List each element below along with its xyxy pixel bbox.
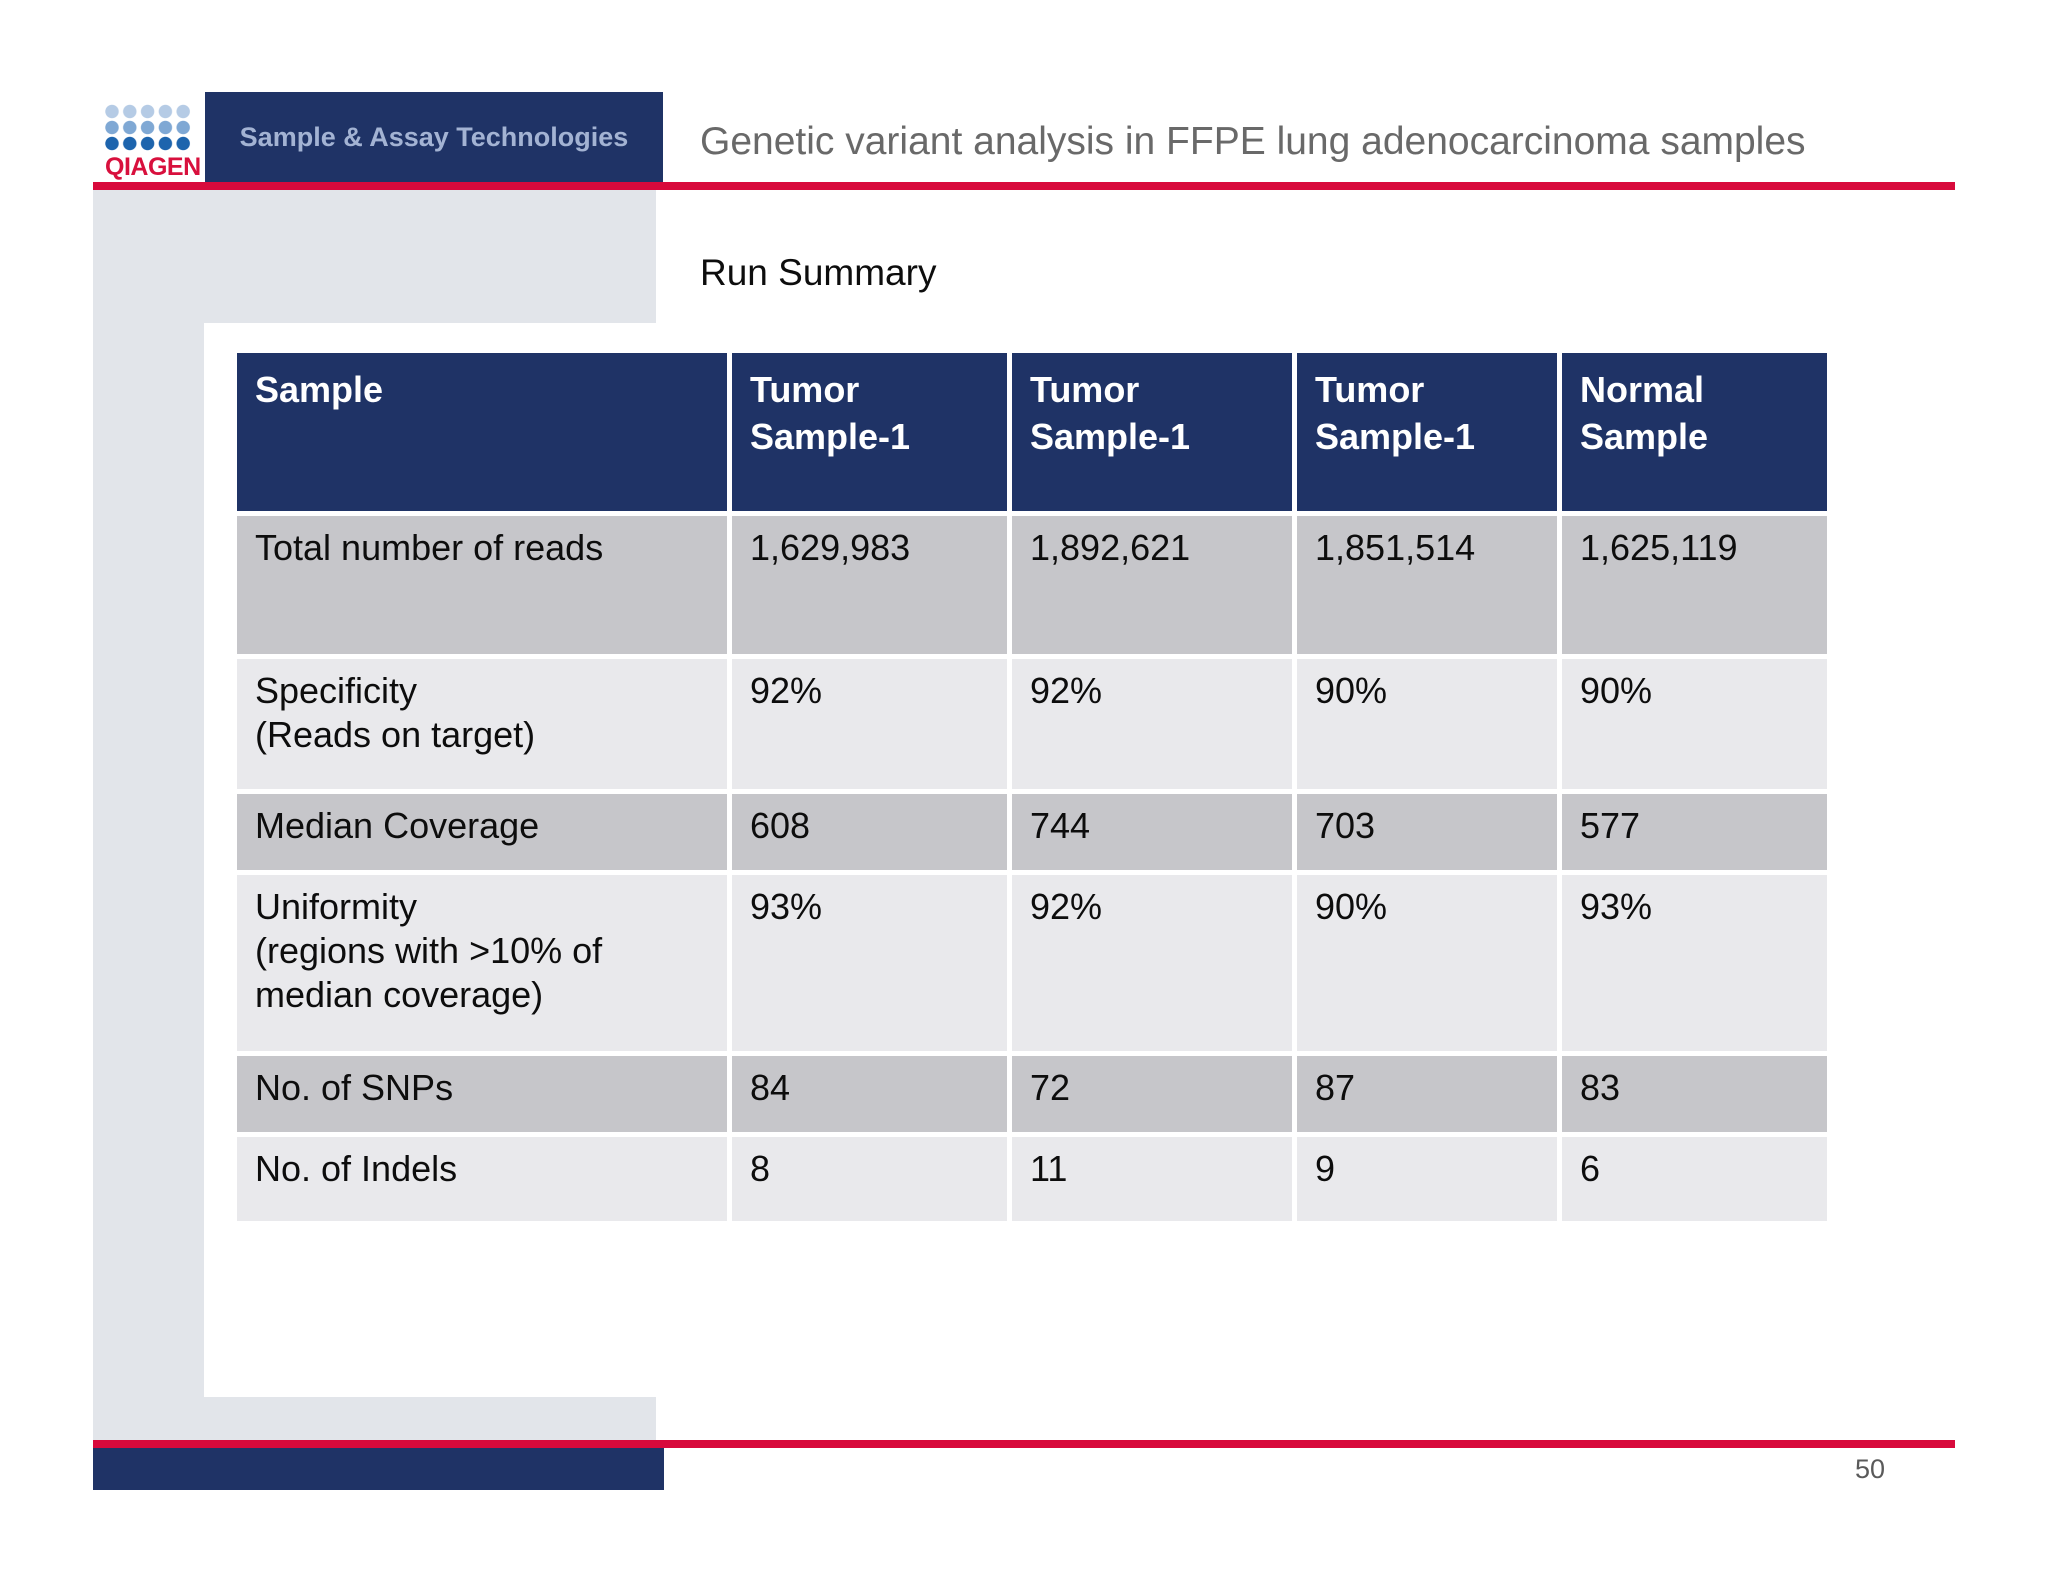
row-label: No. of SNPs <box>237 1056 727 1132</box>
page-number: 50 <box>1855 1454 1886 1484</box>
logo-dot-row-icon <box>105 104 193 119</box>
table-row-median-coverage: Median Coverage 608 744 703 577 <box>237 794 1827 870</box>
cell-value: 84 <box>732 1056 1007 1132</box>
cell-value: 72 <box>1012 1056 1292 1132</box>
cell-value: 92% <box>1012 875 1292 1051</box>
logo-dot-row-icon <box>105 120 193 135</box>
column-header-normal-sample: Normal Sample <box>1562 353 1827 511</box>
footer-rule <box>93 1440 1955 1448</box>
cell-value: 92% <box>732 659 1007 789</box>
row-label: Median Coverage <box>237 794 727 870</box>
cell-value: 11 <box>1012 1137 1292 1221</box>
column-header-sample: Sample <box>237 353 727 511</box>
cell-value: 90% <box>1562 659 1827 789</box>
cell-value: 703 <box>1297 794 1557 870</box>
footer-navy-bar <box>93 1448 664 1490</box>
column-header-tumor-sample-1c: Tumor Sample-1 <box>1297 353 1557 511</box>
column-header-tumor-sample-1a: Tumor Sample-1 <box>732 353 1007 511</box>
table-row-uniformity: Uniformity (regions with >10% of median … <box>237 875 1827 1051</box>
header-rule <box>93 182 1955 190</box>
cell-value: 744 <box>1012 794 1292 870</box>
cell-value: 608 <box>732 794 1007 870</box>
table-row-indels: No. of Indels 8 11 9 6 <box>237 1137 1827 1221</box>
run-summary-table: Sample Tumor Sample-1 Tumor Sample-1 Tum… <box>232 348 1832 1226</box>
logo-wordmark: QIAGEN <box>105 153 201 181</box>
cell-value: 90% <box>1297 875 1557 1051</box>
cell-value: 9 <box>1297 1137 1557 1221</box>
cell-value: 1,629,983 <box>732 516 1007 654</box>
table-row-specificity: Specificity (Reads on target) 92% 92% 90… <box>237 659 1827 789</box>
row-label: No. of Indels <box>237 1137 727 1221</box>
cell-value: 577 <box>1562 794 1827 870</box>
cell-value: 93% <box>732 875 1007 1051</box>
row-label: Total number of reads <box>237 516 727 654</box>
table-header-row: Sample Tumor Sample-1 Tumor Sample-1 Tum… <box>237 353 1827 511</box>
section-heading: Run Summary <box>700 252 937 293</box>
cell-value: 6 <box>1562 1137 1827 1221</box>
row-label: Specificity (Reads on target) <box>237 659 727 789</box>
banner-label: Sample & Assay Technologies <box>239 121 629 152</box>
table-row-snps: No. of SNPs 84 72 87 83 <box>237 1056 1827 1132</box>
cell-value: 90% <box>1297 659 1557 789</box>
cell-value: 83 <box>1562 1056 1827 1132</box>
cell-value: 92% <box>1012 659 1292 789</box>
banner: Sample & Assay Technologies <box>205 92 663 182</box>
logo-dot-row-icon <box>105 136 193 151</box>
qiagen-logo: QIAGEN <box>105 104 201 182</box>
row-label: Uniformity (regions with >10% of median … <box>237 875 727 1051</box>
column-header-tumor-sample-1b: Tumor Sample-1 <box>1012 353 1292 511</box>
slide-title: Genetic variant analysis in FFPE lung ad… <box>700 120 1806 163</box>
cell-value: 87 <box>1297 1056 1557 1132</box>
table-row-total-reads: Total number of reads 1,629,983 1,892,62… <box>237 516 1827 654</box>
cell-value: 1,892,621 <box>1012 516 1292 654</box>
cell-value: 1,625,119 <box>1562 516 1827 654</box>
cell-value: 93% <box>1562 875 1827 1051</box>
cell-value: 1,851,514 <box>1297 516 1557 654</box>
cell-value: 8 <box>732 1137 1007 1221</box>
